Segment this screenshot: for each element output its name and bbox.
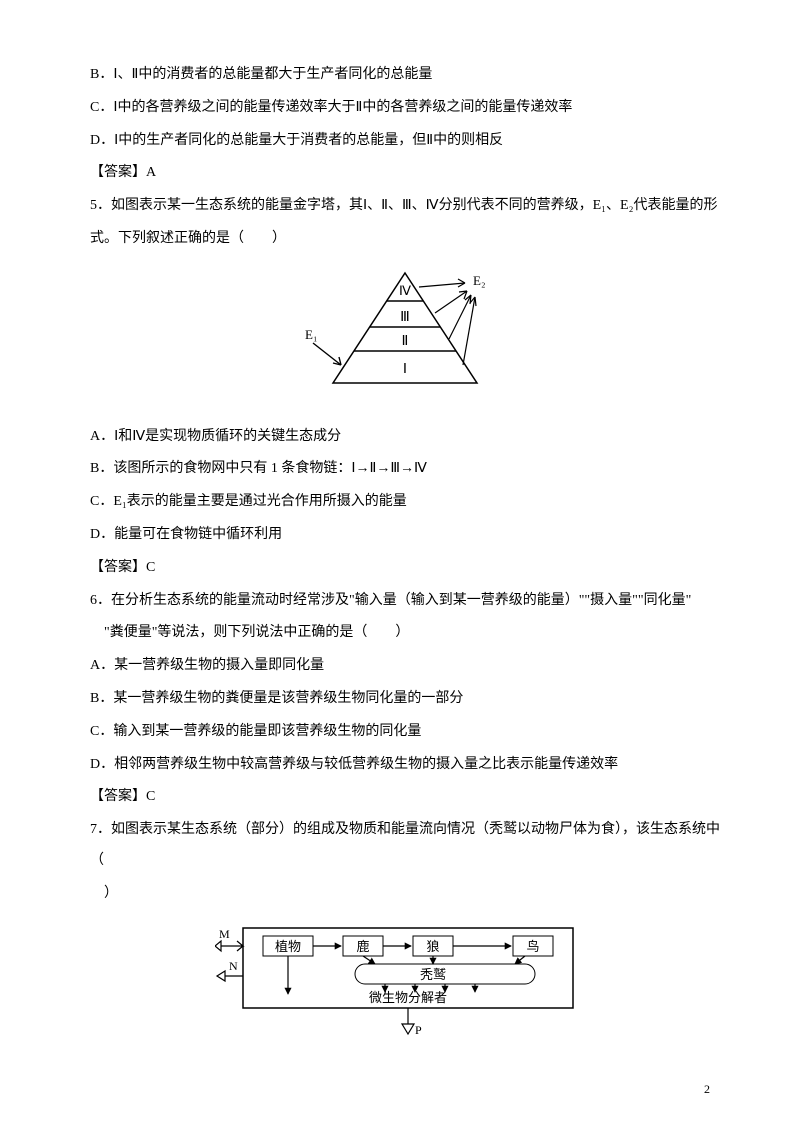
q6-option-b: B．某一营养级生物的粪便量是该营养级生物同化量的一部分 [90, 684, 720, 715]
node-vulture: 秃鹫 [420, 967, 446, 982]
pre-option-c: C．Ⅰ中的各营养级之间的能量传递效率大于Ⅱ中的各营养级之间的能量传递效率 [90, 93, 720, 124]
q5-option-c: C．E₁表示的能量主要是通过光合作用所摄入的能量 [90, 487, 720, 518]
q6-option-a: A．某一营养级生物的摄入量即同化量 [90, 651, 720, 682]
pre-option-b: B．Ⅰ、Ⅱ中的消费者的总能量都大于生产者同化的总能量 [90, 60, 720, 91]
q5-stem-line2: 式。下列叙述正确的是（ ） [90, 224, 720, 255]
q6-stem-line2: "粪便量"等说法，则下列说法中正确的是（ ） [90, 618, 720, 649]
q6-option-d: D．相邻两营养级生物中较高营养级与较低营养级生物的摄入量之比表示能量传递效率 [90, 750, 720, 781]
pyramid-level-3: Ⅲ [400, 310, 410, 325]
pyramid-level-2: Ⅱ [402, 334, 409, 349]
pyramid-level-1: Ⅰ [403, 362, 407, 377]
pyramid-level-4: Ⅳ [399, 283, 411, 298]
label-p: P [415, 1023, 422, 1037]
pre-option-d: D．Ⅰ中的生产者同化的总能量大于消费者的总能量，但Ⅱ中的则相反 [90, 126, 720, 157]
q6-option-c: C．输入到某一营养级的能量即该营养级生物的同化量 [90, 717, 720, 748]
q5-pyramid-diagram: Ⅰ Ⅱ Ⅲ Ⅳ E₁ E₂ [90, 265, 720, 408]
q6-stem-line1: 6．在分析生态系统的能量流动时经常涉及"输入量（输入到某一营养级的能量）""摄入… [90, 586, 720, 617]
label-n: N [229, 959, 238, 973]
node-wolf: 狼 [426, 939, 439, 954]
pyramid-e2-label: E₂ [473, 273, 485, 288]
pre-answer: 【答案】A [90, 158, 720, 189]
q5-option-b: B．该图所示的食物网中只有 1 条食物链：Ⅰ→Ⅱ→Ⅲ→Ⅳ [90, 454, 720, 485]
page-number: 2 [704, 1076, 710, 1102]
q5-answer: 【答案】C [90, 553, 720, 584]
q7-stem-line2: ） [90, 879, 720, 910]
node-plant: 植物 [275, 939, 301, 954]
pyramid-e1-label: E₁ [305, 327, 317, 342]
node-bird: 鸟 [526, 939, 539, 954]
q5-option-a: A．Ⅰ和Ⅳ是实现物质循环的关键生态成分 [90, 422, 720, 453]
label-m: M [219, 927, 230, 941]
node-deer: 鹿 [356, 939, 369, 954]
q7-stem-line1: 7．如图表示某生态系统（部分）的组成及物质和能量流向情况（秃鹫以动物尸体为食），… [90, 815, 720, 877]
q5-stem-line1: 5．如图表示某一生态系统的能量金字塔，其Ⅰ、Ⅱ、Ⅲ、Ⅳ分别代表不同的营养级，E₁… [90, 191, 720, 222]
q5-option-d: D．能量可在食物链中循环利用 [90, 520, 720, 551]
node-decomposer: 微生物分解者 [369, 990, 447, 1005]
q7-foodweb-diagram: 植物 鹿 狼 鸟 秃鹫 微生物分解者 [90, 920, 720, 1063]
q6-answer: 【答案】C [90, 782, 720, 813]
